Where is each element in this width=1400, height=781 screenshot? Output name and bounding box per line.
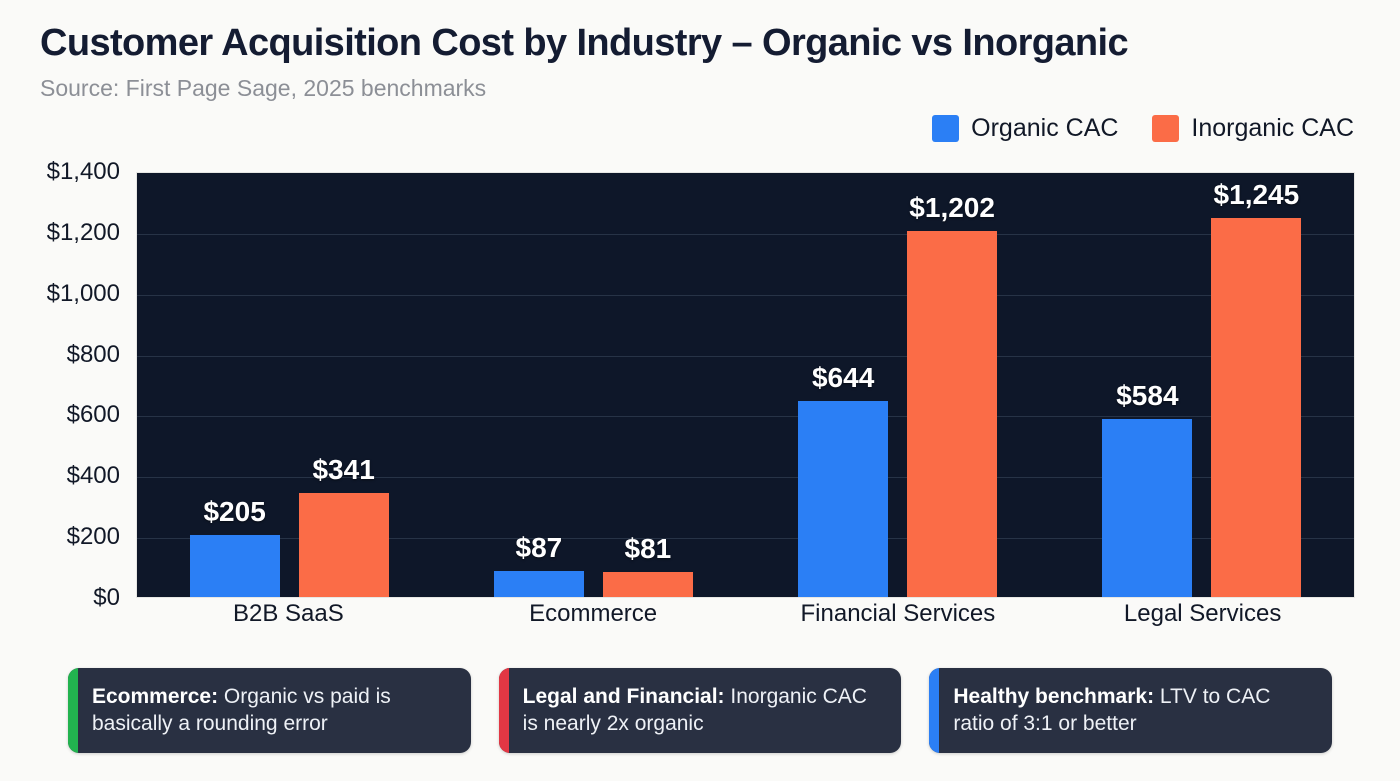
legend-swatch-icon [932, 115, 960, 142]
chart-legend: Organic CAC Inorganic CAC [932, 114, 1354, 143]
gridline [137, 233, 1354, 235]
y-axis-tick-label: $800 [66, 340, 120, 368]
bar-holder: $1,245 [1211, 179, 1302, 597]
y-axis-tick-label: $1,000 [46, 279, 120, 307]
legend-label: Inorganic CAC [1191, 114, 1354, 142]
y-axis-tick-label: $400 [66, 462, 120, 490]
callout-body: Organic vs paid is basically a rounding … [92, 685, 391, 735]
bar-value-label: $1,202 [909, 192, 995, 224]
plot-area: $205 $341 $87 $81 $644 $1,202 $584 $1,245 [136, 172, 1355, 598]
y-axis: $0 $200 $400 $600 $800 $1,000 $1,200 $1,400 [0, 158, 120, 611]
bar-group: $644 $1,202 [746, 173, 1050, 597]
callout-body: LTV to CAC ratio of 3:1 or better [953, 685, 1271, 735]
bar[interactable]: $1,245 [1211, 179, 1302, 597]
chart-header: Customer Acquisition Cost by Industry – … [40, 22, 1129, 102]
gridline [137, 477, 1354, 479]
bars-layer: $205 $341 $87 $81 $644 $1,202 $584 $1,245 [137, 173, 1354, 597]
card-accent-bar [929, 668, 940, 754]
bar[interactable]: $87 [493, 532, 584, 597]
x-axis: B2B SaaS Ecommerce Financial Services Legal… [136, 600, 1355, 628]
y-axis-tick-label: $0 [93, 584, 120, 611]
bar-holder: $81 [602, 533, 693, 597]
x-axis-tick-label: Financial Services [800, 600, 996, 627]
card-accent-bar [68, 668, 78, 754]
x-axis-tick-label: B2B SaaS [233, 600, 344, 627]
bar-holder: $644 [798, 362, 889, 597]
bar-holder: $1,202 [907, 192, 998, 597]
bar[interactable]: $584 [1102, 380, 1193, 597]
y-axis-tick-label: $1,200 [46, 218, 120, 246]
callout-card: Healthy benchmark: LTV to CAC ratio of 3… [929, 668, 1333, 754]
callout-label: Ecommerce: [92, 685, 219, 708]
x-axis-tick-label: Ecommerce [529, 600, 658, 627]
callout-text: Ecommerce: Organic vs paid is basically … [92, 684, 453, 737]
y-axis-tick-label: $200 [66, 523, 120, 551]
callout-label: Healthy benchmark: [953, 685, 1155, 708]
callout-card: Ecommerce: Organic vs paid is basically … [68, 668, 471, 754]
gridline [137, 355, 1354, 357]
callout-label: Legal and Financial: [522, 685, 725, 708]
callout-card: Legal and Financial: Inorganic CAC is ne… [498, 668, 902, 754]
legend-label: Organic CAC [971, 114, 1119, 142]
bar-value-label: $1,245 [1213, 179, 1300, 211]
card-accent-bar [498, 668, 509, 754]
bar-group: $205 $341 [137, 173, 441, 597]
bar-value-label: $341 [312, 454, 375, 486]
page-title: Customer Acquisition Cost by Industry – … [40, 22, 1129, 64]
bar-holder: $584 [1102, 380, 1193, 597]
legend-swatch-icon [1152, 115, 1180, 142]
y-axis-tick-label: $1,400 [46, 158, 120, 185]
legend-item[interactable]: Organic CAC [932, 114, 1118, 143]
x-axis-tick-label: Legal Services [1123, 600, 1282, 627]
legend-item[interactable]: Inorganic CAC [1152, 114, 1354, 143]
callout-text: Healthy benchmark: LTV to CAC ratio of 3… [953, 684, 1314, 737]
bar-group: $87 $81 [441, 173, 745, 597]
y-axis-tick-label: $600 [66, 401, 120, 429]
bar-value-label: $584 [1116, 380, 1179, 412]
bar-group: $584 $1,245 [1050, 173, 1354, 597]
chart-subtitle: Source: First Page Sage, 2025 benchmarks [40, 75, 487, 101]
bar[interactable]: $341 [298, 454, 389, 597]
gridline [137, 538, 1354, 540]
bar-holder: $341 [298, 454, 389, 597]
bar[interactable]: $81 [602, 533, 693, 597]
callout-cards: Ecommerce: Organic vs paid is basically … [68, 668, 1333, 754]
gridline [137, 294, 1354, 296]
bar-holder: $87 [493, 532, 584, 597]
bar-value-label: $644 [811, 362, 875, 394]
bar-holder: $205 [189, 496, 280, 597]
gridline [137, 416, 1354, 418]
callout-text: Legal and Financial: Inorganic CAC is ne… [523, 684, 884, 737]
bar[interactable]: $644 [798, 362, 889, 597]
bar-value-label: $81 [624, 533, 672, 565]
bar-value-label: $87 [515, 531, 563, 563]
bar[interactable]: $1,202 [907, 192, 998, 597]
callout-body: Inorganic CAC is nearly 2x organic [522, 685, 867, 735]
bar[interactable]: $205 [189, 496, 280, 597]
bar-value-label: $205 [203, 495, 266, 527]
